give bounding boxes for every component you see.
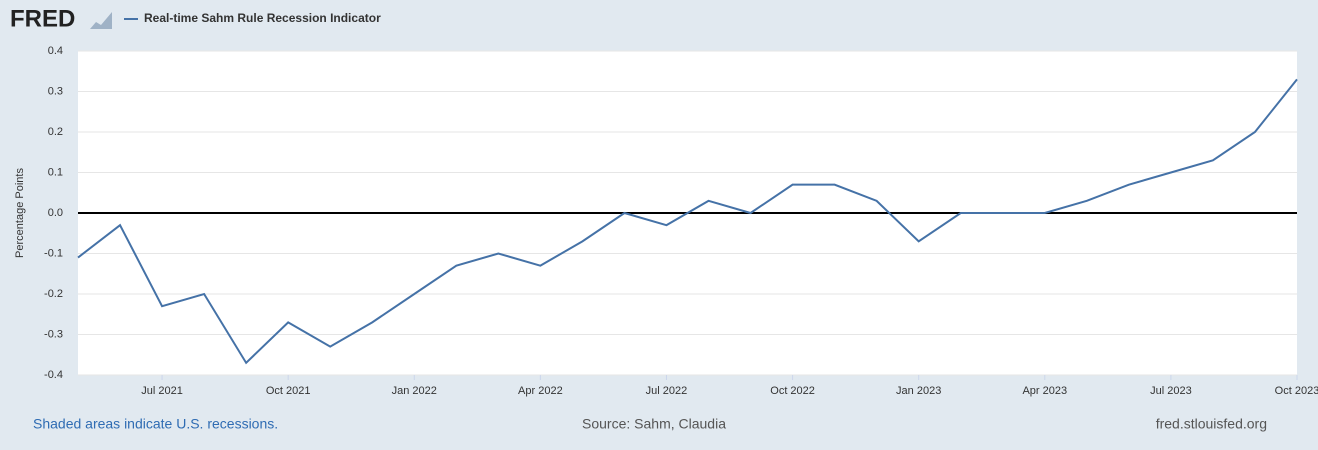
y-tick-label: 0.0 [48,207,63,219]
x-tick-label: Jan 2023 [896,385,941,397]
source-note: Source: Sahm, Claudia [582,416,726,432]
x-tick-label: Jul 2021 [141,385,183,397]
recession-note[interactable]: Shaded areas indicate U.S. recessions. [33,416,278,432]
x-tick-label: Apr 2023 [1022,385,1067,397]
x-tick-label: Apr 2022 [518,385,563,397]
y-tick-label: 0.1 [48,166,63,178]
series-line [77,78,1298,365]
logo-icon [90,12,112,29]
y-tick-label: 0.3 [48,85,63,97]
y-tick-label: -0.4 [44,369,63,381]
site-note[interactable]: fred.stlouisfed.org [1156,416,1267,432]
y-tick-label: 0.4 [48,45,63,57]
y-tick-label: 0.2 [48,126,63,138]
x-tick-label: Oct 2023 [1275,385,1318,397]
x-tick-label: Oct 2022 [770,385,815,397]
x-tick-label: Jul 2023 [1150,385,1192,397]
x-tick-label: Jul 2022 [646,385,688,397]
legend-label: Real-time Sahm Rule Recession Indicator [144,11,381,25]
y-tick-label: -0.2 [44,288,63,300]
y-axis-title: Percentage Points [14,168,26,258]
y-tick-label: -0.3 [44,328,63,340]
x-tick-label: Oct 2021 [266,385,311,397]
y-tick-label: -0.1 [44,247,63,259]
x-tick-label: Jan 2022 [392,385,437,397]
logo: FRED [10,5,75,32]
